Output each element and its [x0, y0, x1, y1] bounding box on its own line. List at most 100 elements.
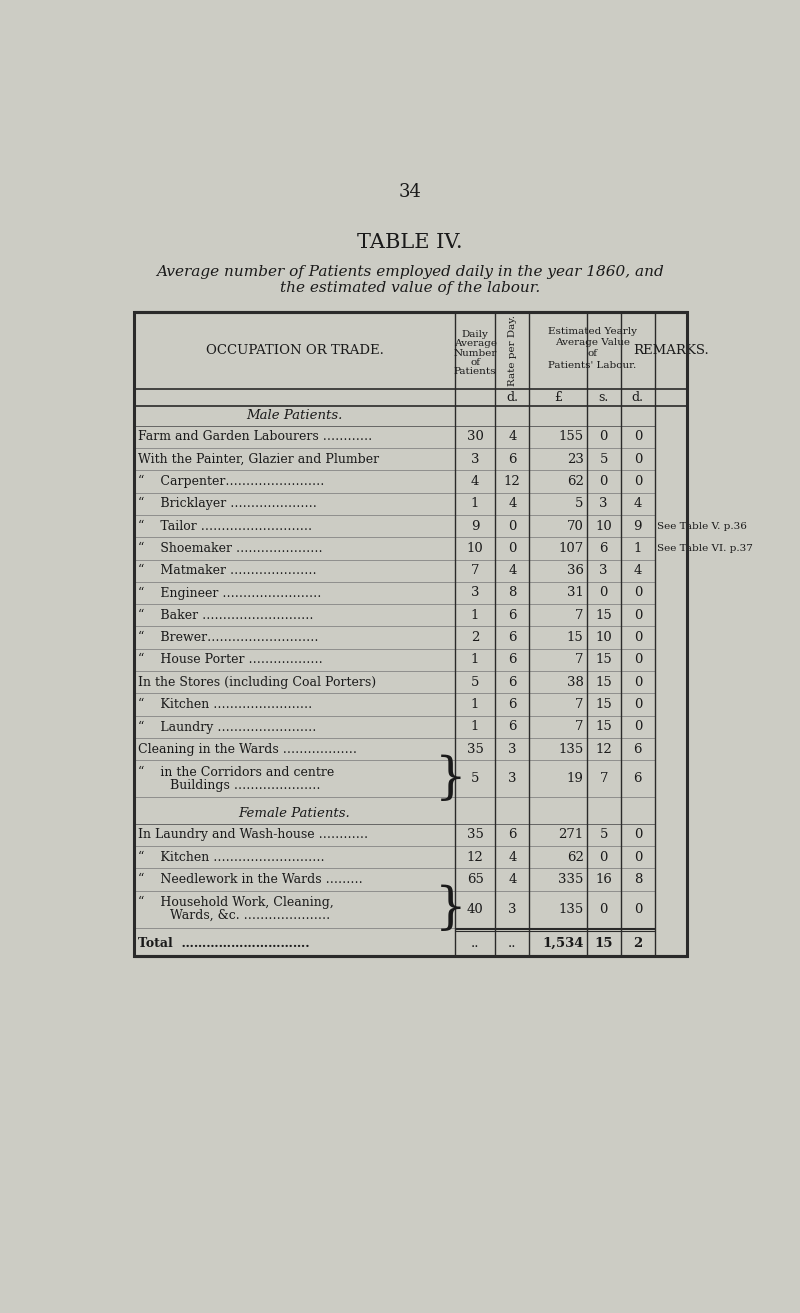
Text: 3: 3 — [508, 772, 517, 785]
Text: “    Laundry ……………………: “ Laundry …………………… — [138, 721, 316, 734]
Text: “    Shoemaker …………………: “ Shoemaker ………………… — [138, 542, 322, 555]
Text: 15: 15 — [595, 699, 612, 712]
Text: 2: 2 — [634, 937, 642, 951]
Text: 1: 1 — [471, 609, 479, 622]
Text: 7: 7 — [471, 565, 479, 578]
Text: 9: 9 — [471, 520, 479, 533]
Text: d.: d. — [632, 390, 644, 403]
Text: 0: 0 — [634, 431, 642, 444]
Text: 3: 3 — [471, 453, 479, 466]
Text: 0: 0 — [634, 699, 642, 712]
Text: 0: 0 — [508, 520, 517, 533]
Text: 6: 6 — [599, 542, 608, 555]
Text: “    Brewer………………………: “ Brewer……………………… — [138, 632, 318, 645]
Text: 6: 6 — [508, 829, 517, 842]
Text: 62: 62 — [566, 475, 584, 488]
Text: 12: 12 — [504, 475, 521, 488]
Text: 40: 40 — [466, 902, 483, 915]
Text: 15: 15 — [595, 676, 612, 689]
Text: 4: 4 — [508, 565, 517, 578]
Text: 10: 10 — [466, 542, 483, 555]
Text: 0: 0 — [634, 609, 642, 622]
Text: “    Bricklayer …………………: “ Bricklayer ………………… — [138, 498, 317, 511]
Text: 6: 6 — [508, 632, 517, 645]
Text: Buildings …………………: Buildings ………………… — [138, 779, 321, 792]
Text: 10: 10 — [595, 520, 612, 533]
Text: 1: 1 — [634, 542, 642, 555]
Text: the estimated value of the labour.: the estimated value of the labour. — [280, 281, 540, 295]
Text: 0: 0 — [508, 542, 517, 555]
Text: d.: d. — [506, 390, 518, 403]
Text: 65: 65 — [466, 873, 483, 886]
Text: Farm and Garden Labourers …………: Farm and Garden Labourers ………… — [138, 431, 372, 444]
Text: “    Engineer ……………………: “ Engineer …………………… — [138, 587, 322, 600]
Text: 4: 4 — [634, 565, 642, 578]
Text: 15: 15 — [567, 632, 584, 645]
Text: 19: 19 — [566, 772, 584, 785]
Text: 6: 6 — [634, 772, 642, 785]
Text: 34: 34 — [398, 184, 422, 201]
Text: 36: 36 — [566, 565, 584, 578]
Text: 5: 5 — [471, 676, 479, 689]
Text: 0: 0 — [599, 475, 608, 488]
Text: Male Patients.: Male Patients. — [246, 410, 342, 421]
Text: Average number of Patients employed daily in the year 1860, and: Average number of Patients employed dail… — [156, 264, 664, 278]
Text: 1: 1 — [471, 498, 479, 511]
Text: 135: 135 — [558, 902, 584, 915]
Text: 5: 5 — [599, 829, 608, 842]
Bar — [134, 311, 687, 956]
Text: 70: 70 — [566, 520, 584, 533]
Text: 6: 6 — [634, 743, 642, 756]
Text: REMARKS.: REMARKS. — [634, 344, 709, 357]
Text: Female Patients.: Female Patients. — [238, 807, 350, 821]
Text: 7: 7 — [575, 609, 584, 622]
Text: 7: 7 — [575, 721, 584, 734]
Text: 0: 0 — [634, 475, 642, 488]
Text: OCCUPATION OR TRADE.: OCCUPATION OR TRADE. — [206, 344, 383, 357]
Text: 0: 0 — [634, 453, 642, 466]
Text: 12: 12 — [595, 743, 612, 756]
Text: 4: 4 — [508, 498, 517, 511]
Text: 6: 6 — [508, 453, 517, 466]
Text: In Laundry and Wash-house …………: In Laundry and Wash-house ………… — [138, 829, 368, 842]
Text: 31: 31 — [566, 587, 584, 600]
Text: of: of — [587, 349, 597, 357]
Text: “    House Porter ………………: “ House Porter ……………… — [138, 654, 322, 667]
Text: Rate per Day.: Rate per Day. — [508, 315, 517, 386]
Text: 7: 7 — [599, 772, 608, 785]
Text: “    in the Corridors and centre: “ in the Corridors and centre — [138, 767, 334, 779]
Text: ..: .. — [471, 937, 479, 951]
Text: 6: 6 — [508, 654, 517, 667]
Text: 335: 335 — [558, 873, 584, 886]
Text: 0: 0 — [634, 902, 642, 915]
Text: 0: 0 — [599, 902, 608, 915]
Text: 5: 5 — [575, 498, 584, 511]
Text: 3: 3 — [508, 902, 517, 915]
Text: Patients: Patients — [454, 368, 496, 376]
Text: 8: 8 — [508, 587, 517, 600]
Text: TABLE IV.: TABLE IV. — [357, 232, 463, 252]
Text: “    Carpenter……………………: “ Carpenter…………………… — [138, 475, 324, 488]
Text: See Table V. p.36: See Table V. p.36 — [658, 521, 747, 530]
Text: 9: 9 — [634, 520, 642, 533]
Text: 15: 15 — [595, 654, 612, 667]
Text: 4: 4 — [508, 431, 517, 444]
Text: “    Kitchen ………………………: “ Kitchen ……………………… — [138, 851, 325, 864]
Text: “    Needlework in the Wards ………: “ Needlework in the Wards ……… — [138, 873, 362, 886]
Text: 0: 0 — [599, 587, 608, 600]
Text: 0: 0 — [634, 676, 642, 689]
Text: “    Matmaker …………………: “ Matmaker ………………… — [138, 565, 317, 578]
Text: 0: 0 — [634, 587, 642, 600]
Text: ..: .. — [508, 937, 517, 951]
Text: 107: 107 — [558, 542, 584, 555]
Text: 155: 155 — [558, 431, 584, 444]
Text: 15: 15 — [595, 609, 612, 622]
Text: 15: 15 — [595, 721, 612, 734]
Text: In the Stores (including Coal Porters): In the Stores (including Coal Porters) — [138, 676, 376, 689]
Text: 15: 15 — [594, 937, 613, 951]
Text: s.: s. — [598, 390, 609, 403]
Text: 1,534: 1,534 — [542, 937, 584, 951]
Text: 1: 1 — [471, 654, 479, 667]
Text: 6: 6 — [508, 721, 517, 734]
Text: With the Painter, Glazier and Plumber: With the Painter, Glazier and Plumber — [138, 453, 379, 466]
